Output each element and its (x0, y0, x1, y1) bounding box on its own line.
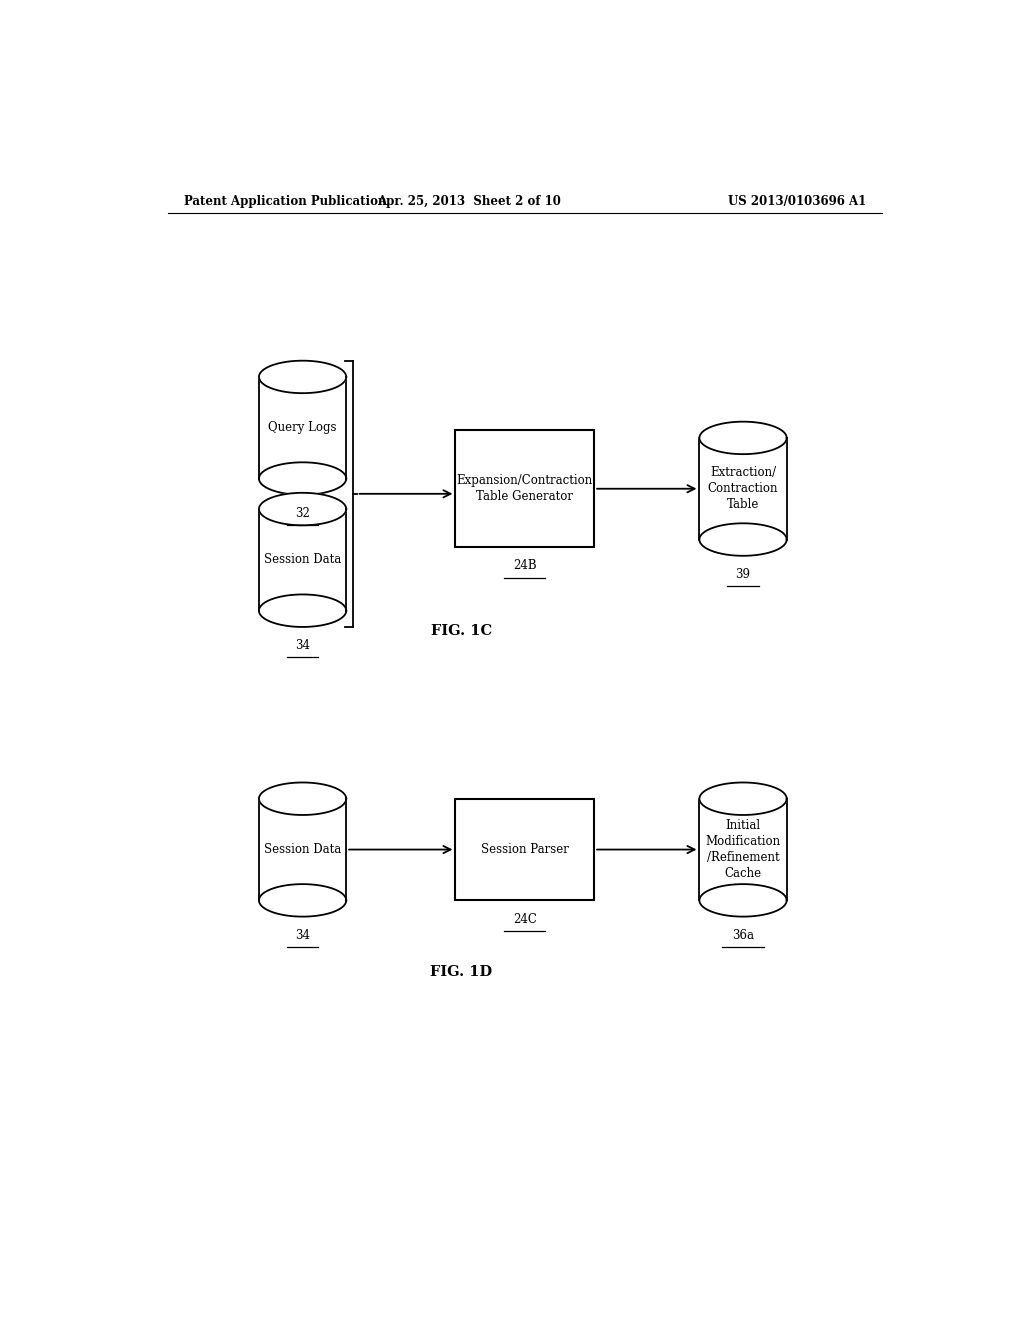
Bar (456, 430, 594, 548)
Text: Query Logs: Query Logs (268, 421, 337, 434)
Bar (259, 378, 346, 479)
Bar (259, 510, 346, 611)
Text: Extraction/
Contraction
Table: Extraction/ Contraction Table (708, 466, 778, 511)
Text: US 2013/0103696 A1: US 2013/0103696 A1 (728, 194, 866, 207)
Text: 24C: 24C (513, 912, 537, 925)
Polygon shape (259, 462, 346, 495)
Bar (699, 438, 786, 540)
Text: 32: 32 (295, 507, 310, 520)
Polygon shape (259, 492, 346, 525)
Text: 39: 39 (735, 568, 751, 581)
Polygon shape (699, 783, 786, 814)
Text: 34: 34 (295, 639, 310, 652)
Text: Apr. 25, 2013  Sheet 2 of 10: Apr. 25, 2013 Sheet 2 of 10 (377, 194, 561, 207)
Bar (456, 799, 594, 900)
Text: Initial
Modification
/Refinement
Cache: Initial Modification /Refinement Cache (706, 818, 780, 880)
Text: FIG. 1C: FIG. 1C (431, 624, 492, 638)
Text: Session Data: Session Data (264, 843, 341, 857)
Text: Patent Application Publication: Patent Application Publication (183, 194, 386, 207)
Text: Session Data: Session Data (264, 553, 341, 566)
Text: FIG. 1D: FIG. 1D (430, 965, 493, 978)
Text: Session Parser: Session Parser (481, 843, 568, 857)
Polygon shape (699, 523, 786, 556)
Text: 34: 34 (295, 929, 310, 942)
Polygon shape (259, 360, 346, 393)
Text: 24B: 24B (513, 560, 537, 573)
Bar (259, 799, 346, 900)
Text: Expansion/Contraction
Table Generator: Expansion/Contraction Table Generator (457, 474, 593, 503)
Bar (699, 799, 786, 900)
Text: 36a: 36a (732, 929, 754, 942)
Polygon shape (699, 421, 786, 454)
Polygon shape (259, 783, 346, 814)
Polygon shape (259, 594, 346, 627)
Polygon shape (699, 884, 786, 916)
Polygon shape (259, 884, 346, 916)
